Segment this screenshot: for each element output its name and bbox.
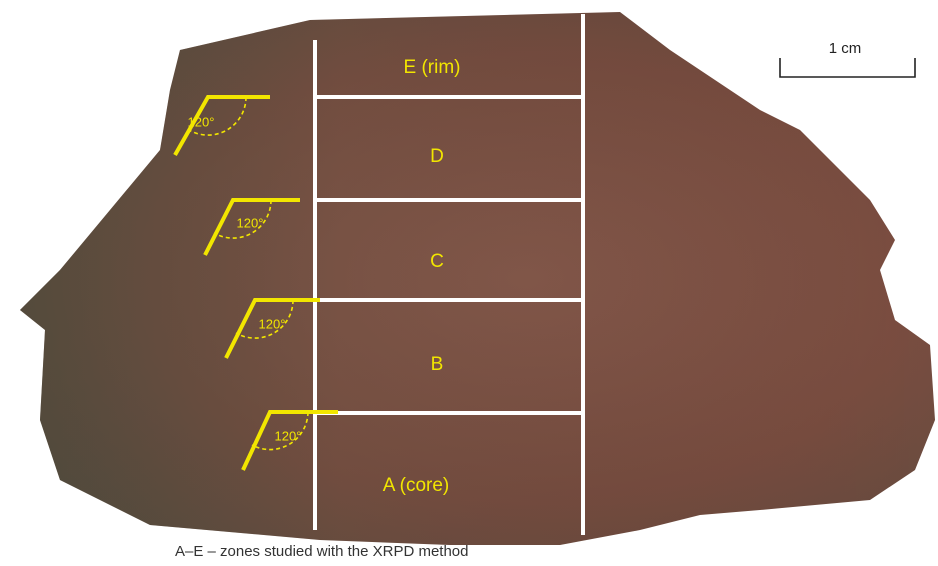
zone-grid bbox=[313, 14, 585, 535]
caption: A–E – zones studied with the XRPD method bbox=[175, 543, 469, 560]
angle-marker: 120° bbox=[203, 198, 300, 256]
rock bbox=[20, 12, 935, 545]
scale-bar: 1 cm bbox=[779, 40, 916, 78]
angle-label: 120° bbox=[259, 316, 286, 331]
angle-label: 120° bbox=[275, 428, 302, 443]
zone-label: B bbox=[431, 354, 444, 375]
angle-label: 120° bbox=[237, 215, 264, 230]
angle-marker: 120° bbox=[173, 95, 270, 156]
scale-label: 1 cm bbox=[829, 40, 862, 57]
angle-marker: 120° bbox=[224, 298, 320, 359]
angle-label: 120° bbox=[188, 114, 215, 129]
angle-marker: 120° bbox=[241, 410, 338, 471]
zone-label: E (rim) bbox=[404, 57, 461, 78]
zone-label: C bbox=[430, 251, 444, 272]
zone-label: D bbox=[430, 146, 444, 167]
zone-label: A (core) bbox=[383, 475, 450, 496]
